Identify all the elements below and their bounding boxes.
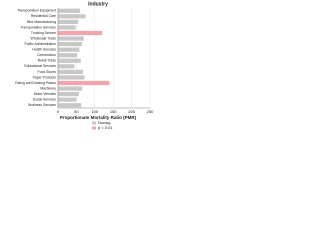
y-tick-label: Trucking Service: [31, 31, 56, 35]
bar: [58, 19, 79, 24]
y-tick-label: Construction: [37, 53, 56, 57]
y-tick-label: Public Administration: [25, 42, 57, 46]
x-tick-label: 50: [74, 109, 79, 114]
x-tick-label: 200: [128, 109, 135, 114]
y-tick-label: Food Stores: [38, 70, 57, 74]
bar: [58, 103, 82, 108]
y-tick-label: Retail Trade: [38, 59, 56, 63]
chart: Industry Proportionate Mortality Ratio (…: [15, 1, 154, 130]
bar: [58, 58, 81, 63]
legend-label: p < 0.01: [98, 125, 113, 130]
y-tick-label: Transportation Equipment: [17, 9, 56, 13]
y-tick-label: Health Services: [32, 48, 56, 52]
bar: [58, 97, 77, 102]
x-axis-label: Proportionate Mortality Ratio (PMR): [60, 115, 137, 120]
x-tick-label: 250: [147, 109, 154, 114]
x-tick-label: 150: [110, 109, 117, 114]
bar: [58, 69, 84, 74]
x-tick-label: 0: [57, 109, 60, 114]
bar: [58, 47, 80, 52]
y-tick-label: Wholesale Trade: [31, 36, 57, 40]
bar: [58, 86, 83, 91]
y-tick-label: Transportation Services: [20, 25, 56, 29]
bar: [58, 30, 103, 36]
legend-swatch: [92, 126, 96, 130]
bar: [58, 64, 75, 69]
bar: [58, 14, 86, 19]
y-tick-label: Eating and Drinking Places: [15, 81, 56, 85]
bar: [58, 92, 79, 97]
bar: [58, 25, 76, 30]
chart-title: Industry: [88, 1, 108, 7]
bar: [58, 8, 81, 13]
y-tick-label: Motor Vehicles: [34, 92, 57, 96]
bar: [58, 42, 82, 47]
legend-swatch: [92, 121, 96, 125]
y-tick-label: Misc Manufacturing: [27, 20, 57, 24]
y-tick-label: Paper Products: [33, 75, 57, 79]
legend-label: Nonsig: [98, 120, 110, 125]
y-tick-label: Social Services: [33, 98, 56, 102]
bar: [58, 80, 110, 86]
bar: [58, 75, 85, 80]
y-tick-label: Residential Care: [31, 14, 56, 18]
bar: [58, 36, 84, 41]
y-tick-label: Educational Services: [24, 64, 56, 68]
x-tick-label: 100: [91, 109, 98, 114]
bar: [58, 53, 78, 58]
y-tick-label: Machinery: [40, 86, 56, 90]
y-tick-label: Business Services: [28, 103, 56, 107]
